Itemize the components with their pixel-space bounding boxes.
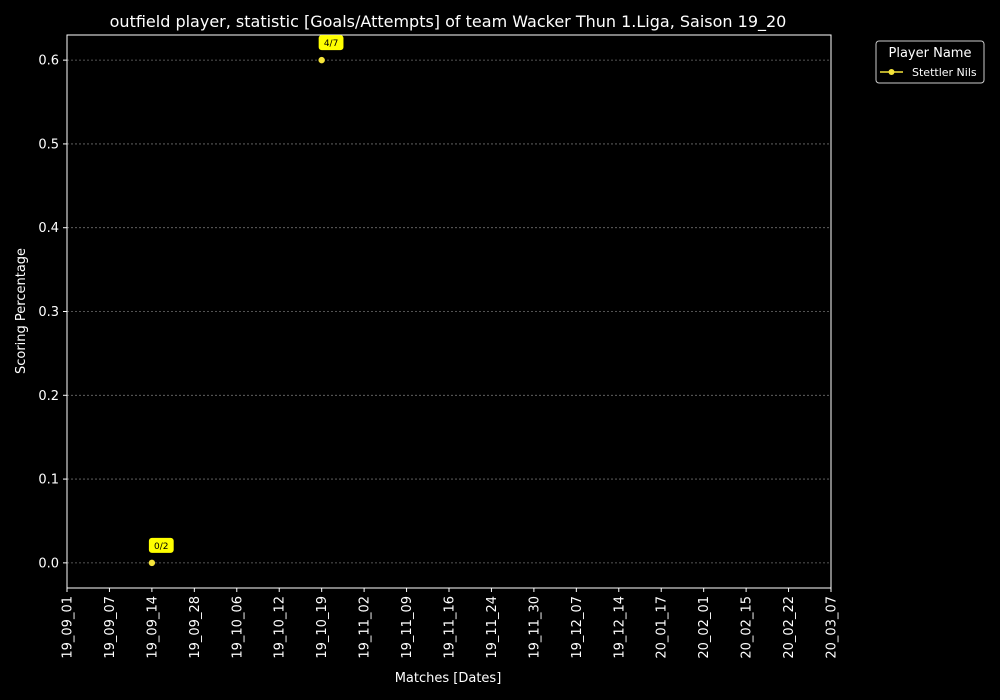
- x-tick-label: 19_11_24: [485, 596, 500, 659]
- y-tick-label: 0.6: [38, 54, 59, 69]
- x-tick-label: 19_10_19: [315, 596, 330, 659]
- x-tick-label: 19_09_14: [145, 596, 160, 659]
- y-tick-label: 0.0: [38, 556, 59, 571]
- data-point: [148, 559, 156, 567]
- x-tick-label: 19_11_30: [527, 596, 542, 659]
- data-label-box: [148, 537, 174, 553]
- x-tick-label: 19_12_14: [612, 596, 627, 659]
- y-tick-label: 0.3: [38, 305, 59, 320]
- data-label: 4/7: [324, 39, 338, 49]
- chart-title: outfield player, statistic [Goals/Attemp…: [110, 12, 787, 32]
- x-tick-label: 19_11_09: [400, 596, 415, 659]
- x-tick-label: 19_11_02: [358, 596, 373, 659]
- x-tick-label: 19_09_01: [61, 596, 76, 659]
- data-label: 0/2: [154, 542, 168, 552]
- x-tick-label: 19_12_07: [570, 596, 585, 659]
- data-point: [318, 56, 325, 64]
- legend-title: Player Name: [889, 46, 972, 61]
- data-label-box: [318, 35, 344, 51]
- x-tick-label: 20_02_22: [782, 596, 797, 659]
- legend-entry-label: Stettler Nils: [912, 66, 977, 79]
- x-tick-label: 19_10_06: [230, 596, 245, 659]
- x-tick-label: 19_09_28: [188, 596, 203, 659]
- x-axis-label: Matches [Dates]: [395, 671, 502, 686]
- x-tick-label: 20_02_15: [740, 596, 755, 659]
- legend-point-marker: [888, 69, 895, 75]
- legend: Player Name Stettler Nils: [875, 40, 985, 84]
- y-tick-label: 0.2: [38, 389, 59, 404]
- x-tick-label: 20_02_01: [697, 596, 712, 659]
- plot-area: 0.0 0.1 0.2 0.3 0.4 0.5 0.6 19_09_01 19_09_07 19_…: [38, 34, 840, 659]
- x-tick-label: 19_09_07: [103, 596, 118, 659]
- y-tick-label: 0.1: [38, 473, 59, 488]
- x-tick-label: 19_11_16: [443, 596, 458, 659]
- y-axis-label: Scoring Percentage: [14, 248, 29, 374]
- x-tick-label: 19_10_12: [273, 596, 288, 659]
- y-tick-label: 0.5: [38, 137, 59, 152]
- x-tick-label: 20_03_07: [825, 596, 840, 659]
- x-tick-label: 20_01_17: [655, 596, 670, 659]
- y-tick-label: 0.4: [38, 221, 59, 236]
